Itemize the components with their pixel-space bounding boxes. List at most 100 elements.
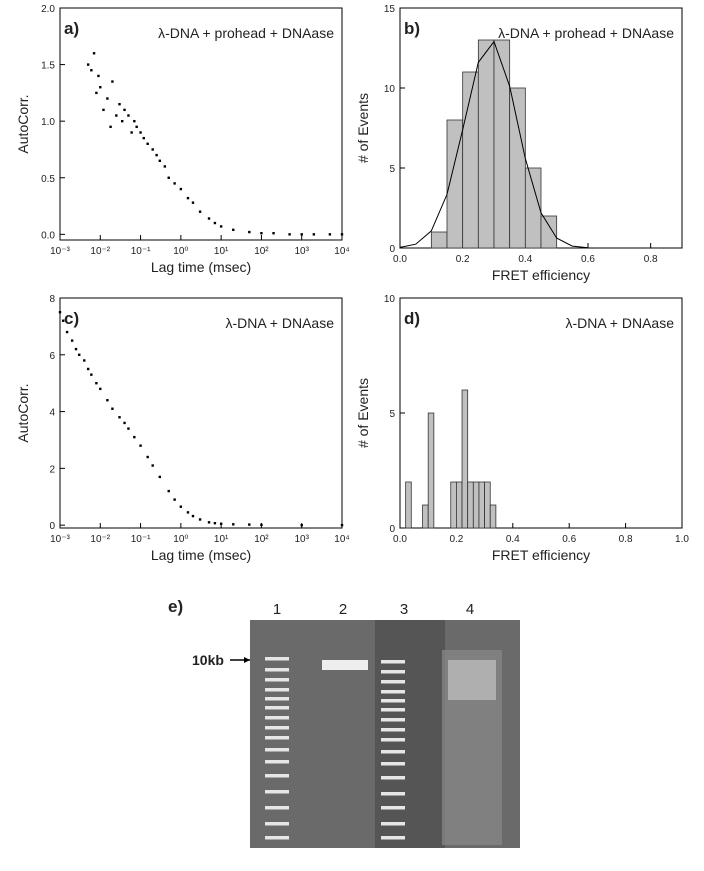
x-tick-label: 10⁰ [173,534,188,545]
gel-band [265,678,289,682]
size-marker: 10kb [192,652,224,668]
data-point [146,142,149,146]
y-axis-label: # of Events [355,93,371,163]
gel-band [381,699,405,703]
x-tick-label: 10⁴ [334,534,349,545]
gel-band [265,836,289,840]
gel-band [381,776,405,780]
panel-label: c) [64,309,79,328]
data-point [198,210,202,213]
lane-label: 3 [400,601,408,618]
x-tick-label: 10⁻² [90,246,110,257]
gel-band [265,822,289,826]
panel-label: d) [404,309,420,328]
lane-label: 1 [273,601,281,618]
data-point [213,221,217,225]
x-tick-label: 0.4 [506,534,520,545]
data-point [106,97,109,100]
x-tick-label: 10² [254,534,269,545]
panel-label: e) [168,597,183,616]
data-point [142,136,145,140]
data-point [106,399,109,402]
y-tick-label: 2.0 [41,4,55,15]
y-axis-label: # of Events [355,378,371,448]
histogram-bar [405,481,412,529]
gel-band [381,836,405,840]
histogram-bar [461,389,469,529]
data-point [248,230,251,234]
gel-band [265,668,289,672]
histogram-bar [427,412,435,529]
y-tick-label: 6 [49,351,55,362]
data-point [151,148,154,151]
x-tick-label: 10³ [294,534,309,545]
panel-label: a) [64,19,79,38]
y-tick-label: 0 [389,244,395,255]
annotation: λ-DNA + DNAase [225,315,334,331]
lane-label: 2 [339,601,347,618]
data-point [86,63,90,66]
chart: 10⁻³ 10⁻² 10⁻¹ 10⁰ 10¹ 10² 10³ 10⁴ 0.0 0.5 1.0 1.5 2… [15,4,350,275]
gel-band [381,792,405,796]
gel-band [381,708,405,712]
data-point [173,498,176,501]
histogram-bar [472,481,480,529]
gel-band [381,670,405,674]
data-point [127,427,130,430]
data-point [111,407,114,410]
y-tick-label: 15 [384,4,396,15]
data-point [179,505,183,508]
data-point [70,339,74,342]
histogram-bar [455,481,463,529]
y-tick-label: 0 [49,521,55,532]
data-point [118,102,121,106]
data-point [115,114,118,117]
data-point [133,119,136,123]
y-tick-label: 0.0 [41,230,55,241]
y-tick-label: 10 [384,294,396,305]
data-point [146,455,149,459]
gel-band [381,690,405,694]
y-tick-label: 10 [384,84,396,95]
data-point [328,233,332,236]
x-tick-label: 10⁻³ [50,246,70,257]
x-tick-label: 10³ [294,246,309,257]
gel-band [265,697,289,701]
data-point [95,381,98,385]
y-tick-label: 1.5 [41,61,55,72]
x-axis-label: FRET efficiency [492,547,590,563]
data-point [300,233,303,236]
gel-smear-top [448,660,496,700]
panel-label: b) [404,19,420,38]
plot-frame [399,297,683,529]
data-point [179,187,183,191]
y-tick-label: 0.5 [41,174,55,185]
x-tick-label: 0.2 [456,254,470,265]
data-point [340,523,344,527]
gel-panel: e) 1 2 3 4 10kb [168,597,520,848]
x-tick-label: 10² [254,246,269,257]
chart: 10⁻³ 10⁻² 10⁻¹ 10⁰ 10¹ 10² 10³ 10⁴ 0 2 4 6 8 Lag time… [15,294,350,563]
data-point [186,196,190,200]
gel-band [265,736,289,740]
data-point [191,201,195,204]
gel-band [381,738,405,742]
lane-label: 4 [466,601,474,618]
data-point [158,159,161,162]
gel-band [381,822,405,826]
data-point [86,367,90,371]
data-point [198,518,202,521]
data-point [186,511,190,514]
x-tick-label: 0.8 [644,254,658,265]
gel-band [265,748,289,752]
x-tick-label: 1.0 [675,534,689,545]
data-point [232,228,235,232]
histogram-bar [430,231,448,249]
data-point [139,444,142,447]
data-point [173,182,176,185]
gel-band [381,806,405,810]
data-point [340,233,344,236]
x-tick-label: 10¹ [214,246,229,257]
data-point [121,119,124,123]
